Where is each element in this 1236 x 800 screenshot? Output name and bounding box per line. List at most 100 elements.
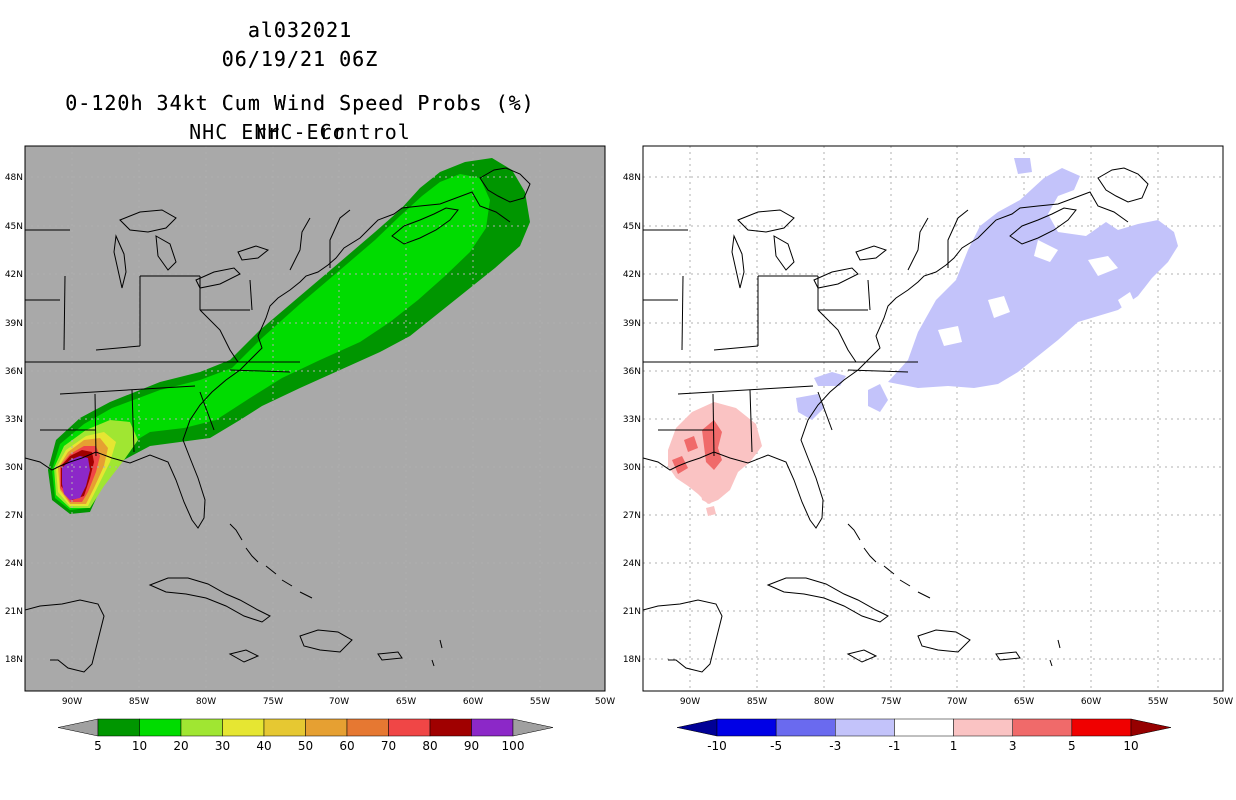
colorbar-segment xyxy=(97,718,140,737)
lon-label: 50W xyxy=(1213,697,1233,707)
lat-label: 45N xyxy=(623,222,641,232)
colorbar-segment xyxy=(1012,718,1073,737)
colorbar-segment xyxy=(894,718,954,737)
lon-label: 80W xyxy=(814,697,834,707)
right-colorbar: -10 -5 -3 -1 1 3 5 10 xyxy=(676,718,1172,753)
lat-label: 39N xyxy=(623,319,641,329)
left-colorbar: 5 10 20 30 40 50 60 70 80 90 100 xyxy=(57,718,554,753)
colorbar-segment xyxy=(305,718,348,737)
colorbar-label: 100 xyxy=(502,739,525,753)
lon-label: 90W xyxy=(680,697,700,707)
lat-label: 27N xyxy=(5,511,23,521)
prob-band-10 xyxy=(52,174,490,510)
colorbar-left-arrow xyxy=(676,718,718,737)
lat-label: 36N xyxy=(5,367,23,377)
colorbar-label: 30 xyxy=(215,739,230,753)
left-product-title: 0-120h 34kt Cum Wind Speed Probs (%) xyxy=(65,91,535,115)
colorbar-label: 80 xyxy=(422,739,437,753)
colorbar-right-arrow xyxy=(1130,718,1172,737)
right-negative-gaps xyxy=(938,240,1136,346)
lon-label: 55W xyxy=(1148,697,1168,707)
lat-label: 39N xyxy=(5,319,23,329)
lat-label: 24N xyxy=(623,559,641,569)
lon-label: 75W xyxy=(263,697,283,707)
colorbar-segment xyxy=(346,718,389,737)
lon-label: 65W xyxy=(1014,697,1034,707)
colorbar-segment xyxy=(953,718,1013,737)
colorbar-segment xyxy=(139,718,182,737)
colorbar-right-arrow xyxy=(512,718,554,737)
lon-label: 85W xyxy=(747,697,767,707)
left-storm-id: al032021 xyxy=(247,18,353,42)
colorbar-label: 40 xyxy=(256,739,271,753)
lon-label: 60W xyxy=(463,697,483,707)
lon-label: 55W xyxy=(530,697,550,707)
left-map xyxy=(24,145,606,692)
colorbar-label: 70 xyxy=(381,739,396,753)
lat-label: 36N xyxy=(623,367,641,377)
colorbar-segment xyxy=(180,718,223,737)
lon-label: 85W xyxy=(129,697,149,707)
right-datetime: 06/19/21 06Z xyxy=(221,47,379,71)
colorbar-label: 20 xyxy=(173,739,188,753)
colorbar-label: 50 xyxy=(298,739,313,753)
colorbar-label: 5 xyxy=(94,739,102,753)
colorbar-label: -5 xyxy=(770,739,782,753)
left-map-frame xyxy=(24,145,606,692)
colorbar-label: 5 xyxy=(1068,739,1076,753)
lat-label: 42N xyxy=(623,270,641,280)
colorbar-label: 1 xyxy=(950,739,958,753)
right-map-frame xyxy=(642,145,1224,692)
lat-label: 21N xyxy=(623,607,641,617)
colorbar-label: 90 xyxy=(464,739,479,753)
lon-label: 80W xyxy=(196,697,216,707)
colorbar-label: 3 xyxy=(1009,739,1017,753)
lat-label: 48N xyxy=(5,173,23,183)
colorbar-label: 10 xyxy=(132,739,147,753)
right-positive-diff xyxy=(668,402,762,516)
colorbar-label: -10 xyxy=(707,739,727,753)
colorbar-segment xyxy=(716,718,777,737)
colorbar-segment xyxy=(471,718,514,737)
lon-label: 65W xyxy=(396,697,416,707)
lat-label: 45N xyxy=(5,222,23,232)
left-datetime: 06/19/21 06Z xyxy=(221,47,379,71)
left-probability-swath xyxy=(25,146,605,691)
lat-label: 21N xyxy=(5,607,23,617)
colorbar-segment xyxy=(835,718,895,737)
colorbar-label: -1 xyxy=(888,739,900,753)
lat-label: 27N xyxy=(623,511,641,521)
lon-label: 75W xyxy=(881,697,901,707)
right-product-title: 0-120h 34kt Cum Wind Speed Probs (%) xyxy=(65,91,535,115)
lon-label: 70W xyxy=(329,697,349,707)
lon-label: 60W xyxy=(1081,697,1101,707)
lat-label: 18N xyxy=(5,655,23,665)
colorbar-label: 60 xyxy=(339,739,354,753)
right-storm-id: al032021 xyxy=(247,18,353,42)
lat-label: 24N xyxy=(5,559,23,569)
colorbar-segment xyxy=(1071,718,1132,737)
right-subtitle: NHC Err - Control xyxy=(189,120,411,144)
colorbar-segment xyxy=(388,718,431,737)
colorbar-segment xyxy=(222,718,265,737)
colorbar-segment xyxy=(429,718,472,737)
colorbar-segment xyxy=(775,718,836,737)
lat-label: 42N xyxy=(5,270,23,280)
right-map xyxy=(642,145,1224,692)
lat-label: 33N xyxy=(623,415,641,425)
colorbar-segment xyxy=(263,718,306,737)
colorbar-left-arrow xyxy=(57,718,99,737)
left-subtitle: NHC Err xyxy=(254,120,346,144)
lon-label: 70W xyxy=(947,697,967,707)
lat-label: 48N xyxy=(623,173,641,183)
lat-label: 30N xyxy=(5,463,23,473)
lon-label: 50W xyxy=(595,697,615,707)
lat-label: 18N xyxy=(623,655,641,665)
colorbar-label: -3 xyxy=(829,739,841,753)
lon-label: 90W xyxy=(62,697,82,707)
lat-label: 33N xyxy=(5,415,23,425)
colorbar-label: 10 xyxy=(1123,739,1138,753)
lat-label: 30N xyxy=(623,463,641,473)
right-negative-diff xyxy=(796,158,1178,420)
